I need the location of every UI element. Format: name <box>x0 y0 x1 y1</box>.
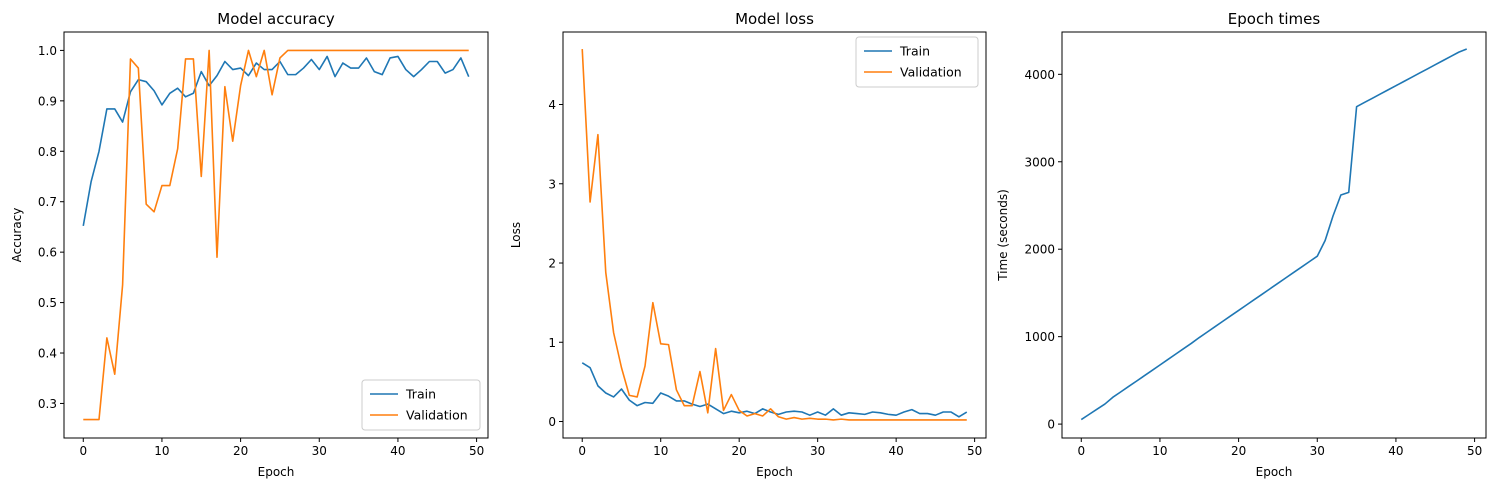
y-axis-label: Time (seconds) <box>996 189 1010 282</box>
legend: Train Validation <box>855 36 979 88</box>
chart-panel-1: 0 10 20 30 40 50 0.3 0.4 0.5 0.6 0.7 0.8 0.9 1.0 Model… <box>10 10 489 479</box>
series-line-validation <box>581 48 967 421</box>
y-tick-label: 0.9 <box>38 94 57 108</box>
legend-label-validation: Validation <box>900 65 962 80</box>
legend-box <box>855 36 979 88</box>
y-tick-label: 0.8 <box>38 145 57 159</box>
x-tick-label: 20 <box>1231 444 1246 458</box>
y-tick-label: 3 <box>548 177 556 191</box>
x-tick-label: 30 <box>312 444 327 458</box>
series-line-validation <box>83 49 469 421</box>
y-tick-label: 0.4 <box>38 347 57 361</box>
axes-frame <box>1061 31 1487 439</box>
y-tick-label: 1000 <box>1024 330 1055 344</box>
y-tick-label: 3000 <box>1024 155 1055 169</box>
charts-layer: 0 10 20 30 40 500.30.40.50.60.70.80.91.0Model… <box>10 10 1487 479</box>
x-tick-label: 10 <box>1152 444 1167 458</box>
chart-title: Epoch times <box>1228 10 1321 28</box>
chart-title: Model loss <box>735 10 814 28</box>
axes-frame <box>63 31 489 439</box>
y-tick-label: 0 <box>548 415 556 429</box>
y-tick-label: 2000 <box>1024 243 1055 257</box>
x-tick-label: 0 <box>79 444 87 458</box>
x-axis-label: Epoch <box>756 465 793 479</box>
x-tick-label: 30 <box>1310 444 1325 458</box>
y-tick-label: 0.3 <box>38 397 57 411</box>
legend-box <box>361 379 481 431</box>
axes-frame <box>562 31 987 439</box>
y-tick-label: 0.7 <box>38 195 57 209</box>
x-tick-label: 30 <box>810 444 825 458</box>
x-tick-label: 10 <box>154 444 169 458</box>
series-line-epoch-time <box>1080 48 1468 421</box>
plot-area <box>563 32 986 438</box>
legend-label-train: Train <box>899 44 930 59</box>
x-tick-label: 50 <box>469 444 484 458</box>
y-tick-label: 4000 <box>1024 68 1055 82</box>
y-tick-label: 0 <box>1047 418 1055 432</box>
x-axis-label: Epoch <box>1256 465 1293 479</box>
chart-panel-3: 0 10 20 30 40 50 0 1000 2000 3000 4000 Epoch times E… <box>996 10 1487 479</box>
y-tick-label: 0.5 <box>38 296 57 310</box>
y-axis-label: Accuracy <box>10 208 24 263</box>
y-tick-label: 1.0 <box>38 44 57 58</box>
x-tick-label: 40 <box>390 444 405 458</box>
plot-area <box>1062 32 1486 438</box>
x-tick-label: 40 <box>889 444 904 458</box>
y-tick-label: 4 <box>548 98 556 112</box>
x-tick-label: 20 <box>732 444 747 458</box>
x-tick-label: 10 <box>653 444 668 458</box>
y-tick-label: 0.6 <box>38 246 57 260</box>
x-axis-label: Epoch <box>258 465 295 479</box>
x-tick-label: 40 <box>1388 444 1403 458</box>
y-tick-label: 1 <box>548 336 556 350</box>
chart-panel-2: 0 10 20 30 40 50 0 1 2 3 4 Model loss Epoch Loss Train… <box>509 10 987 479</box>
legend-label-train: Train <box>405 387 436 402</box>
legend: Train Validation <box>361 379 481 431</box>
x-tick-label: 20 <box>233 444 248 458</box>
x-tick-label: 50 <box>967 444 982 458</box>
chart-title: Model accuracy <box>217 10 335 28</box>
x-tick-label: 0 <box>1077 444 1085 458</box>
x-tick-label: 50 <box>1467 444 1482 458</box>
y-tick-label: 2 <box>548 257 556 271</box>
x-tick-label: 0 <box>578 444 586 458</box>
series-line-train <box>82 55 470 227</box>
y-axis-label: Loss <box>509 222 523 248</box>
legend-label-validation: Validation <box>406 408 468 423</box>
plot-area <box>64 32 488 438</box>
